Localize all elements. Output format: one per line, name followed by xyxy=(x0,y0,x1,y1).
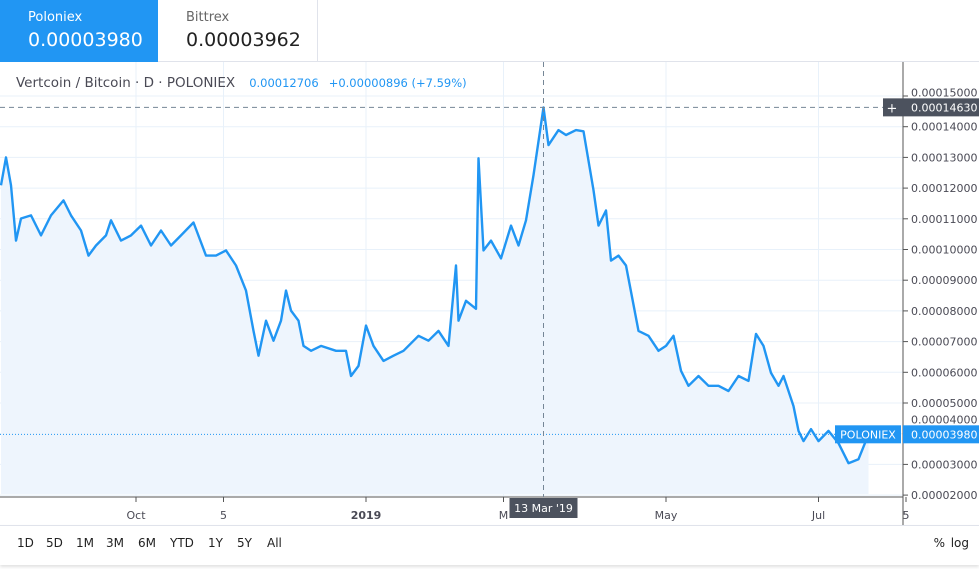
y-tick-label: 0.00006000 xyxy=(911,366,977,379)
y-tick-label: 0.00014000 xyxy=(911,121,977,134)
chart-legend: Vertcoin / Bitcoin · D · POLONIEX 0.00012… xyxy=(16,75,467,91)
price-chart[interactable]: 0.00015000 0.00014000 0.00013000 0.00012000… xyxy=(0,0,979,525)
crosshair-date: 13 Mar '19 xyxy=(514,502,573,515)
last-price-value: 0.00003980 xyxy=(911,428,977,441)
y-tick-label: 0.00002000 xyxy=(911,489,977,502)
exchange-name: Bittrex xyxy=(186,10,230,25)
last-price-tag xyxy=(835,425,901,444)
exchange-price: 0.00003980 xyxy=(28,29,143,51)
log-toggle[interactable]: log xyxy=(950,536,969,550)
range-button-5d[interactable]: 5D xyxy=(46,536,63,550)
range-button-1m[interactable]: 1M xyxy=(76,536,94,550)
y-tick-label: 0.00009000 xyxy=(911,274,977,287)
crosshair-plus-icon: + xyxy=(887,101,898,116)
tab-poloniex[interactable]: Poloniex 0.00003980 xyxy=(0,0,158,62)
y-tick-label: 0.00010000 xyxy=(911,244,977,257)
y-tick-label: 0.00013000 xyxy=(911,151,977,164)
percent-toggle[interactable]: % xyxy=(933,536,945,550)
x-tick-label: May xyxy=(655,509,678,522)
x-tick-label: 5 xyxy=(220,509,227,522)
range-button-ytd[interactable]: YTD xyxy=(170,536,194,550)
y-tick-label: 0.00003000 xyxy=(911,458,977,471)
y-tick-label: 0.00012000 xyxy=(911,182,977,195)
range-button-1d[interactable]: 1D xyxy=(17,536,34,550)
exchange-tabs: Poloniex 0.00003980 Bittrex 0.00003962 xyxy=(0,0,979,62)
crosshair-date-badge xyxy=(509,498,578,518)
x-tick-label: 5 xyxy=(903,509,910,522)
x-tick-label: Oct xyxy=(126,509,146,522)
exchange-name: Poloniex xyxy=(28,10,83,25)
x-tick-label: Jul xyxy=(811,509,825,522)
x-tick-label: 2019 xyxy=(351,509,382,522)
range-button-6m[interactable]: 6M xyxy=(138,536,156,550)
y-tick-label: 0.00007000 xyxy=(911,336,977,349)
legend-change: +0.00000896 (+7.59%) xyxy=(328,76,467,90)
x-tick-label: M xyxy=(499,509,509,522)
bottom-toolbar: % log 1D 5D 1M 3M 6M YTD 1Y 5Y All xyxy=(0,525,979,565)
tab-bittrex[interactable]: Bittrex 0.00003962 xyxy=(158,0,318,62)
last-price-badge xyxy=(903,425,979,444)
price-area xyxy=(1,107,869,495)
range-button-5y[interactable]: 5Y xyxy=(237,536,252,550)
legend-value: 0.00012706 xyxy=(249,76,319,90)
symbol-title: Vertcoin / Bitcoin · D · POLONIEX xyxy=(16,75,236,91)
price-line xyxy=(0,106,870,465)
exchange-price: 0.00003962 xyxy=(186,29,301,51)
range-button-1y[interactable]: 1Y xyxy=(208,536,223,550)
crosshair-price-badge xyxy=(883,98,979,117)
range-button-all[interactable]: All xyxy=(267,536,282,550)
last-price-exchange-label: POLONIEX xyxy=(840,428,896,441)
range-button-3m[interactable]: 3M xyxy=(106,536,124,550)
y-tick-label: 0.00005000 xyxy=(911,397,977,410)
y-tick-label: 0.00008000 xyxy=(911,305,977,318)
y-tick-label: 0.00011000 xyxy=(911,213,977,226)
y-tick-label: 0.00004000 xyxy=(911,413,977,426)
y-tick-label: 0.00015000 xyxy=(911,86,977,99)
crosshair-price: 0.00014630 xyxy=(911,101,977,114)
